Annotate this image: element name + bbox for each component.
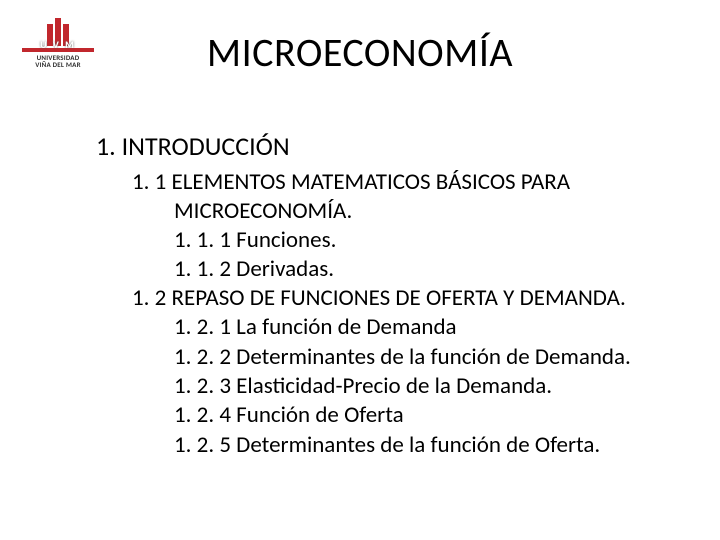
item-1-2-3: 1. 2. 3 Elasticidad-Precio de la Demanda… (174, 372, 680, 401)
subsection-1-line2: MICROECONOMÍA. (174, 197, 680, 226)
subsection-1-line1: 1. 1 ELEMENTOS MATEMATICOS BÁSICOS PARA (132, 168, 680, 197)
item-1-2-1: 1. 2. 1 La función de Demanda (174, 313, 680, 342)
item-1-2-4: 1. 2. 4 Función de Oferta (174, 401, 680, 430)
item-1-2-5: 1. 2. 5 Determinantes de la función de O… (174, 431, 680, 460)
section-heading: 1. INTRODUCCIÓN (96, 130, 680, 162)
outline: 1. INTRODUCCIÓN 1. 1 ELEMENTOS MATEMATIC… (96, 130, 680, 460)
item-1-1-2: 1. 1. 2 Derivadas. (174, 255, 680, 284)
item-1-2-2: 1. 2. 2 Determinantes de la función de D… (174, 343, 680, 372)
slide: U V M UNIVERSIDAD VIÑA DEL MAR MICROECON… (0, 0, 720, 540)
item-1-1-1: 1. 1. 1 Funciones. (174, 226, 680, 255)
subsection-2: 1. 2 REPASO DE FUNCIONES DE OFERTA Y DEM… (132, 284, 680, 313)
slide-title: MICROECONOMÍA (0, 28, 720, 77)
